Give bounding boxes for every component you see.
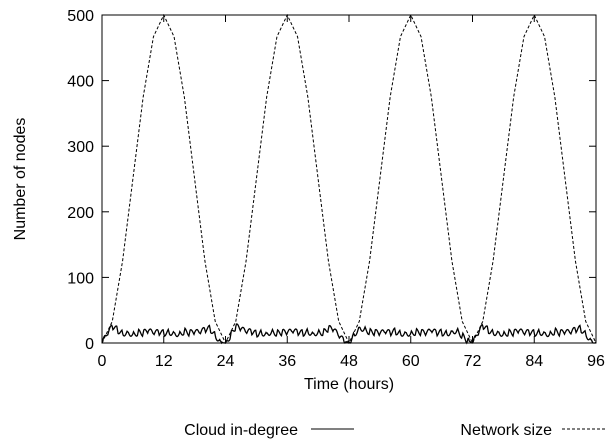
x-tick-label: 96 — [587, 353, 605, 370]
legend-label: Cloud in-degree — [184, 422, 298, 439]
legend-label: Network size — [460, 422, 552, 439]
legend: Cloud in-degree Network size — [184, 422, 605, 439]
x-tick-label: 60 — [402, 353, 420, 370]
axis-ticks: 0 12 24 36 48 60 72 84 96 0 100 200 300 400 500 — [67, 8, 605, 370]
x-tick-label: 24 — [217, 353, 235, 370]
series-line-network-size — [101, 13, 597, 345]
plot-frame — [101, 14, 597, 344]
series-lines — [101, 13, 597, 345]
y-tick-label: 400 — [67, 74, 94, 91]
x-tick-label: 0 — [98, 353, 107, 370]
x-tick-label: 12 — [155, 353, 173, 370]
x-tick-label: 84 — [525, 353, 543, 370]
y-tick-label: 200 — [67, 205, 94, 222]
x-tick-label: 36 — [278, 353, 296, 370]
y-tick-label: 300 — [67, 139, 94, 156]
y-tick-label: 500 — [67, 8, 94, 25]
x-tick-label: 48 — [340, 353, 358, 370]
y-axis-label: Number of nodes — [12, 118, 29, 241]
x-tick-label: 72 — [464, 353, 482, 370]
x-axis-label: Time (hours) — [304, 376, 394, 393]
y-tick-label: 100 — [67, 270, 94, 287]
plot-area — [101, 14, 597, 344]
y-tick-label: 0 — [85, 336, 94, 353]
